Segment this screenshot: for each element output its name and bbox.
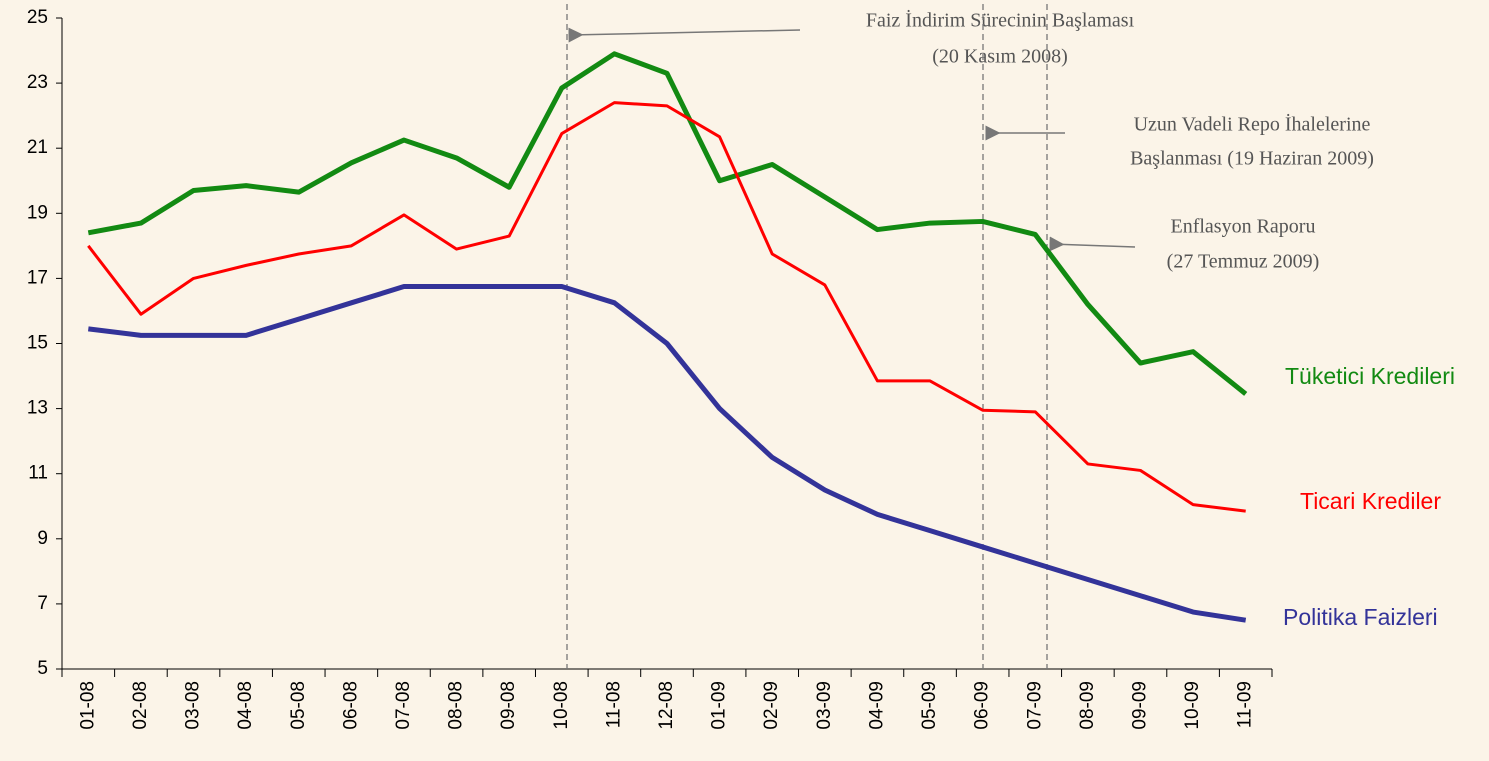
y-tick-label: 25 xyxy=(27,7,48,28)
x-tick-label: 11-08 xyxy=(603,681,624,728)
x-tick-label: 07-09 xyxy=(1024,681,1045,730)
x-tick-label: 06-09 xyxy=(972,681,993,730)
x-tick-label: 12-08 xyxy=(656,681,677,730)
y-tick-label: 21 xyxy=(27,137,48,158)
annotation: Faiz İndirim Sürecinin Başlaması xyxy=(866,9,1135,32)
x-tick-label: 02-08 xyxy=(130,681,151,730)
x-tick-label: 01-09 xyxy=(709,681,730,730)
x-tick-label: 04-08 xyxy=(235,681,256,730)
y-tick-label: 7 xyxy=(37,593,48,614)
x-tick-label: 02-09 xyxy=(761,681,782,730)
x-tick-label: 03-08 xyxy=(183,681,204,730)
annotation: Uzun Vadeli Repo İhalelerine xyxy=(1134,113,1371,136)
annotation: (27 Temmuz 2009) xyxy=(1167,251,1320,273)
series-line xyxy=(87,101,1246,513)
series-label: Politika Faizleri xyxy=(1283,604,1438,630)
series-line xyxy=(87,51,1248,396)
y-tick-label: 13 xyxy=(27,398,48,419)
x-tick-label: 10-08 xyxy=(551,681,572,730)
y-tick-label: 15 xyxy=(27,333,48,354)
series-line xyxy=(87,284,1247,623)
series-label: Ticari Krediler xyxy=(1300,488,1441,514)
y-tick-label: 23 xyxy=(27,72,48,93)
x-tick-label: 05-08 xyxy=(288,681,309,730)
series-label: Tüketici Kredileri xyxy=(1285,363,1455,389)
x-tick-label: 03-09 xyxy=(814,681,835,730)
y-tick-label: 11 xyxy=(28,463,48,484)
x-tick-label: 01-08 xyxy=(77,681,98,730)
x-tick-label: 11-09 xyxy=(1235,681,1256,728)
x-tick-label: 10-09 xyxy=(1182,681,1203,730)
x-tick-label: 06-08 xyxy=(340,681,361,730)
x-tick-label: 08-08 xyxy=(446,681,467,730)
y-tick-label: 17 xyxy=(27,267,48,288)
event-arrow xyxy=(1049,236,1136,252)
x-tick-label: 09-09 xyxy=(1129,681,1150,730)
x-tick-label: 09-08 xyxy=(498,681,519,730)
y-tick-label: 9 xyxy=(37,528,48,549)
x-tick-label: 07-08 xyxy=(393,681,414,730)
x-tick-label: 04-09 xyxy=(866,681,887,730)
annotation: (20 Kasım 2008) xyxy=(932,46,1068,68)
y-tick-label: 19 xyxy=(27,202,48,223)
y-tick-label: 5 xyxy=(37,658,48,679)
event-arrow xyxy=(568,27,801,43)
annotation: Enflasyon Raporu xyxy=(1171,216,1316,238)
annotation: Başlanması (19 Haziran 2009) xyxy=(1130,148,1374,170)
x-tick-label: 05-09 xyxy=(919,681,940,730)
x-tick-label: 08-09 xyxy=(1077,681,1098,730)
